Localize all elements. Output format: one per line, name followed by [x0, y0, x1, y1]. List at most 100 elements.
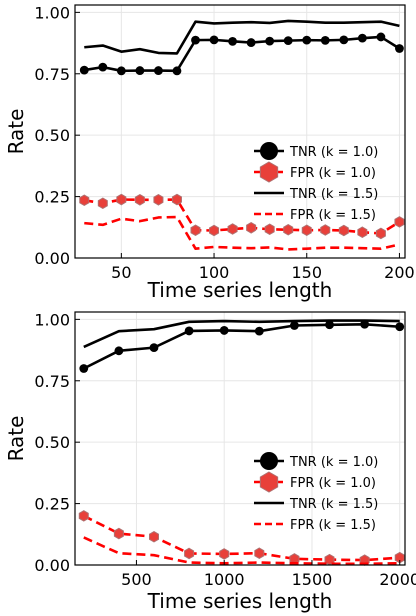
data-point	[228, 36, 237, 46]
data-point	[116, 193, 127, 206]
legend-marker	[260, 452, 278, 470]
data-point	[227, 223, 238, 235]
series-line	[84, 35, 401, 73]
data-point	[320, 224, 331, 236]
chart-panel-2: 500 1000 1500 2000 0.00 0.25 0.50 0.75 1.00 Time …	[4, 310, 416, 613]
legend-marker	[260, 142, 278, 160]
series-line	[83, 319, 400, 349]
series-tnr-k-1-5-	[84, 19, 400, 55]
y-tick-label: 0.00	[34, 556, 70, 575]
x-axis-label: Time series length	[147, 278, 333, 302]
data-point	[97, 197, 108, 209]
x-tick-label: 150	[291, 263, 322, 282]
x-tick-label: 50	[111, 263, 131, 282]
data-point	[184, 326, 194, 336]
data-point	[290, 321, 299, 330]
data-point	[254, 547, 265, 559]
data-point	[246, 222, 257, 234]
legend-label: FPR (k = 1.5)	[290, 208, 376, 223]
data-point	[357, 33, 367, 43]
y-axis-label: Rate	[4, 109, 28, 155]
data-point	[376, 32, 386, 42]
data-point	[338, 224, 349, 237]
data-point	[394, 216, 405, 228]
data-point	[301, 224, 312, 237]
data-point	[172, 66, 182, 76]
y-tick-label: 0.50	[34, 126, 70, 145]
data-point	[149, 343, 159, 353]
data-point	[246, 38, 256, 47]
data-point	[171, 193, 182, 206]
data-point	[302, 35, 312, 45]
data-point	[154, 66, 163, 75]
chart-panel-1: 50 100 150 200 0.00 0.25 0.50 0.75 1.00 Time seri…	[4, 3, 415, 302]
data-point	[325, 320, 334, 330]
y-tick-label: 0.25	[34, 188, 70, 207]
data-point	[395, 322, 405, 332]
series-tnr-k-1-0-	[79, 32, 404, 76]
data-point	[134, 194, 145, 206]
x-tick-label: 1500	[292, 570, 333, 589]
data-point	[264, 223, 275, 236]
series-line	[83, 514, 400, 562]
data-point	[79, 364, 89, 373]
data-point	[283, 223, 294, 236]
data-point	[219, 548, 230, 560]
data-point	[153, 194, 164, 206]
data-point	[116, 66, 126, 76]
legend-label: TNR (k = 1.5)	[289, 187, 378, 202]
legend-label: TNR (k = 1.0)	[289, 145, 378, 160]
data-point	[375, 227, 386, 240]
data-point	[395, 44, 404, 53]
plot-frame	[74, 4, 406, 259]
plot-frame	[74, 311, 406, 566]
series-fpr-k-1-0-	[79, 193, 405, 240]
data-point	[184, 547, 195, 560]
y-tick-label: 0.75	[34, 372, 70, 391]
x-tick-label: 1000	[204, 570, 245, 589]
data-point	[98, 62, 108, 72]
y-tick-label: 1.00	[34, 3, 70, 22]
legend: TNR (k = 1.0) FPR (k = 1.0) TNR (k = 1.5) F…	[254, 452, 378, 533]
data-point	[357, 226, 368, 238]
legend-label: FPR (k = 1.5)	[290, 518, 376, 533]
x-tick-label: 2000	[379, 570, 416, 589]
data-point	[339, 35, 349, 45]
y-tick-label: 0.00	[34, 249, 70, 268]
data-point	[135, 66, 145, 75]
y-tick-label: 1.00	[34, 310, 70, 329]
data-point	[190, 224, 201, 237]
y-axis-label: Rate	[4, 416, 28, 462]
x-tick-label: 200	[384, 263, 415, 282]
legend-label: FPR (k = 1.0)	[290, 166, 376, 181]
data-point	[283, 36, 293, 46]
legend-label: FPR (k = 1.0)	[290, 476, 376, 491]
legend-marker	[259, 161, 279, 183]
data-point	[360, 319, 370, 329]
x-tick-label: 100	[199, 263, 230, 282]
series-line	[83, 536, 400, 566]
data-point	[219, 326, 229, 335]
y-tick-label: 0.50	[34, 433, 70, 452]
data-point	[148, 530, 159, 543]
data-point	[79, 194, 90, 207]
series-fpr-k-1-0-	[78, 510, 405, 566]
x-tick-label: 500	[121, 570, 152, 589]
legend: TNR (k = 1.0) FPR (k = 1.0) TNR (k = 1.5) F…	[254, 142, 378, 223]
series-fpr-k-1-5-	[84, 215, 400, 251]
data-point	[78, 510, 89, 522]
series-line	[84, 19, 400, 55]
data-point	[113, 527, 124, 540]
legend-label: TNR (k = 1.5)	[289, 497, 378, 512]
data-point	[265, 36, 275, 46]
series-tnr-k-1-0-	[79, 319, 405, 373]
data-point	[320, 35, 330, 45]
series-tnr-k-1-5-	[83, 319, 400, 349]
series-line	[83, 322, 400, 370]
data-point	[79, 65, 89, 75]
data-point	[209, 224, 220, 237]
data-point	[114, 346, 124, 356]
y-tick-label: 0.25	[34, 495, 70, 514]
legend-marker	[259, 471, 279, 493]
